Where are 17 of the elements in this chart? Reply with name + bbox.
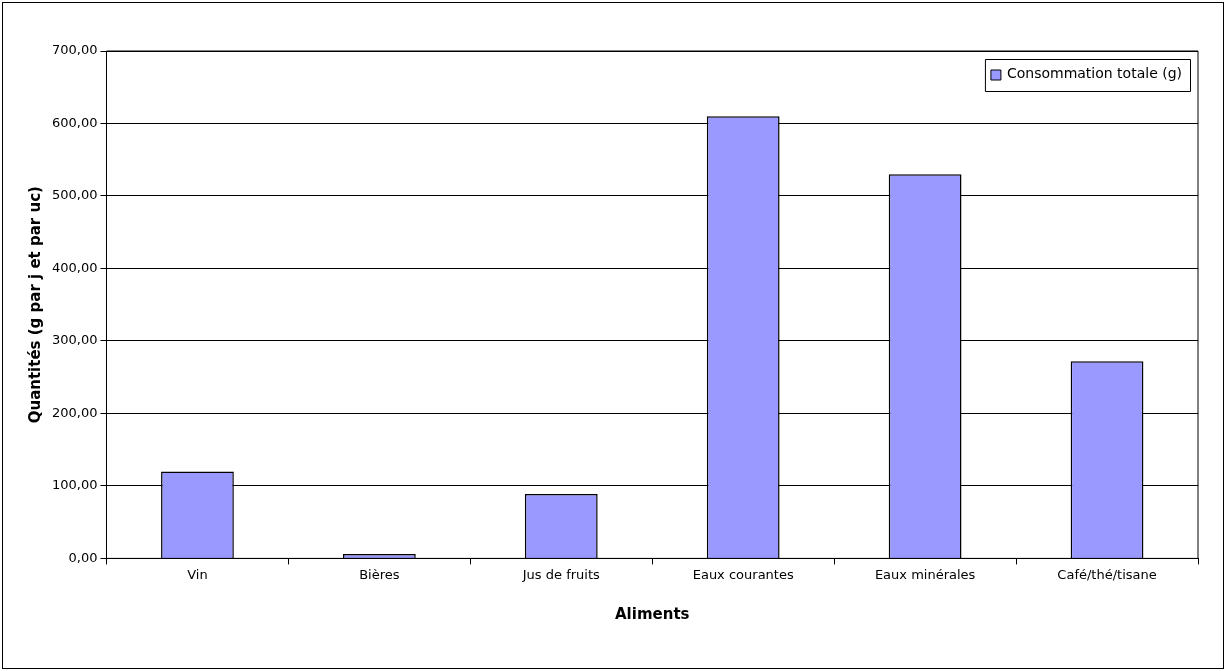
- x-tick-label: Eaux minérales: [874, 566, 976, 582]
- y-tick-label: 0,00: [68, 549, 98, 565]
- x-tick-label: Jus de fruits: [521, 566, 601, 582]
- y-axis-title: Quantités (g par j et par uc): [25, 186, 44, 424]
- x-tick-label: Vin: [187, 566, 208, 582]
- legend-label: Consommation totale (g): [1006, 64, 1183, 81]
- x-tick-label: Eaux courantes: [692, 566, 794, 582]
- y-tick-label: 200,00: [51, 404, 98, 420]
- y-tick-label: 100,00: [51, 477, 98, 493]
- y-tick-label: 600,00: [51, 114, 98, 130]
- x-tick-label: Bières: [359, 566, 400, 582]
- y-tick-label: 400,00: [51, 259, 98, 275]
- y-tick-label: 700,00: [51, 42, 98, 58]
- y-tick-label: 500,00: [51, 187, 98, 203]
- y-tick-label: 300,00: [51, 332, 98, 348]
- x-tick-label: Café/thé/tisane: [1057, 566, 1157, 582]
- x-axis-title: Aliments: [615, 604, 690, 623]
